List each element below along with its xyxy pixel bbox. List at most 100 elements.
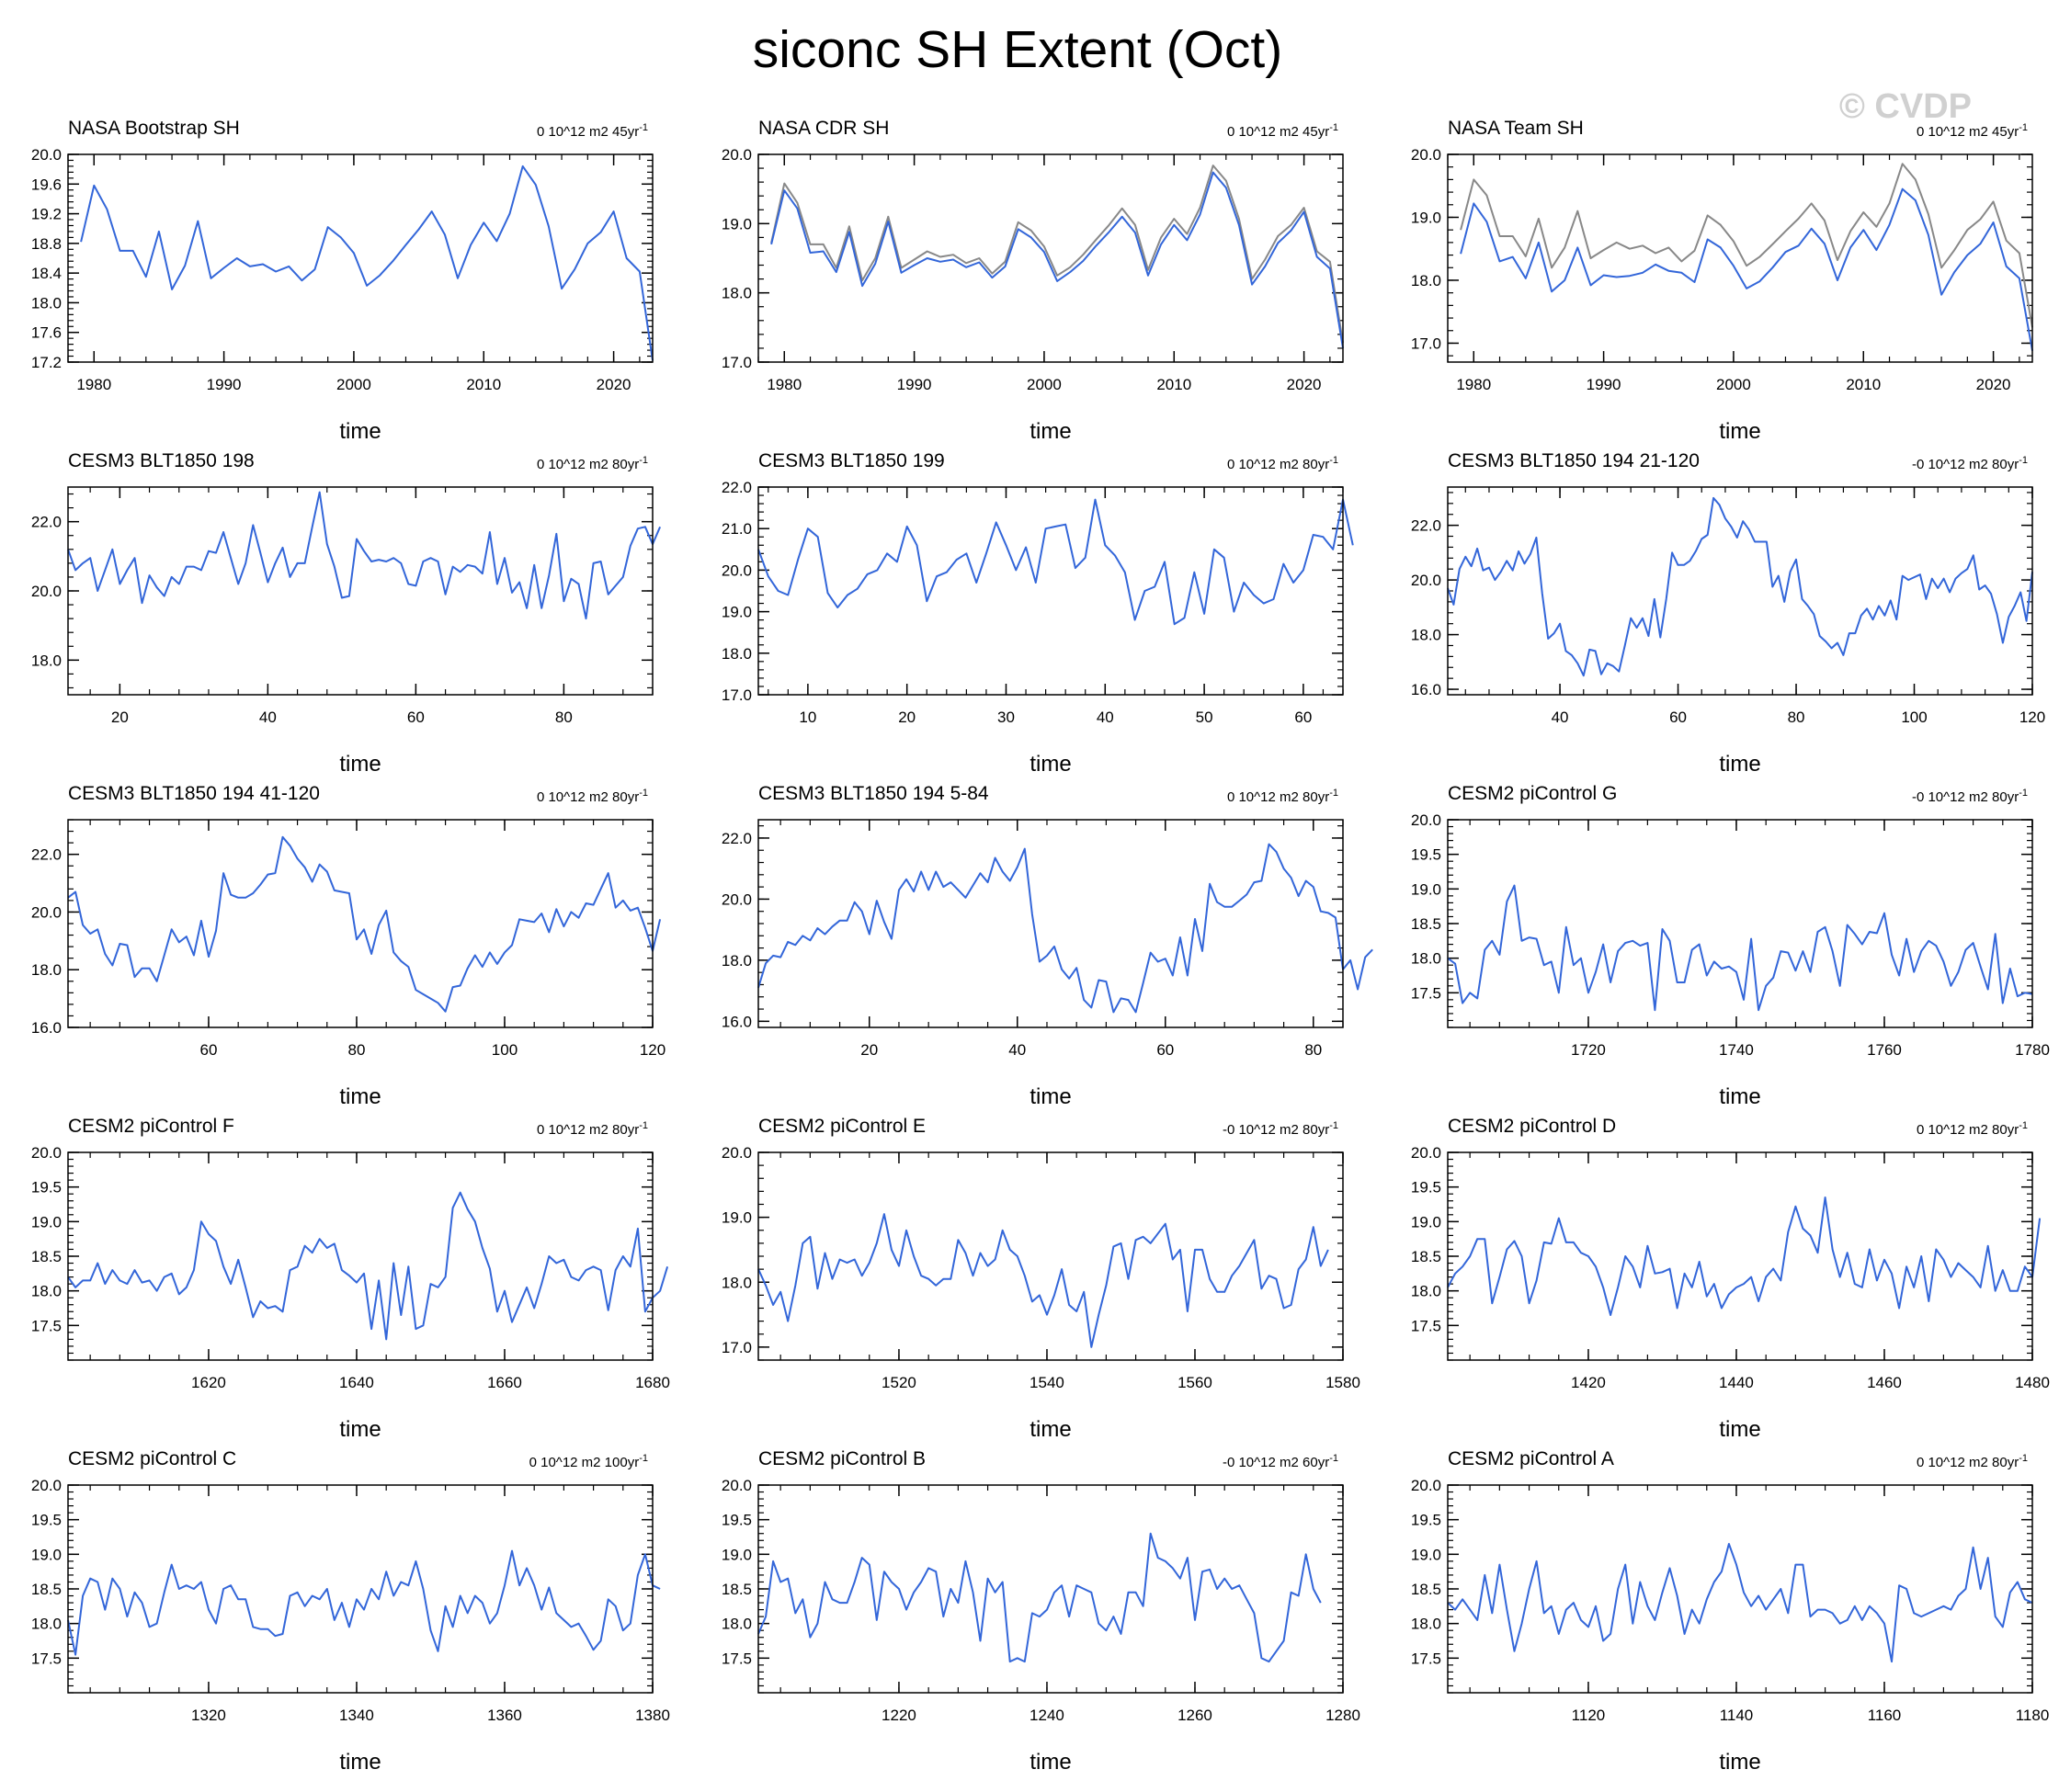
x-tick-label: 1780 bbox=[2015, 1041, 2050, 1059]
x-tick-label: 1220 bbox=[882, 1707, 916, 1724]
y-tick-label: 22.0 bbox=[722, 479, 752, 496]
plot-frame bbox=[1447, 153, 2033, 363]
y-tick-label: 18.0 bbox=[31, 961, 62, 979]
chart-panel: CESM3 BLT1850 194 21-120 -0 10^12 m2 80yr… bbox=[1411, 450, 2045, 777]
trend-label: -0 10^12 m2 60yr-1 bbox=[1223, 1453, 1338, 1470]
panel-title: NASA Bootstrap SH bbox=[68, 118, 240, 139]
y-tick-label: 22.0 bbox=[31, 846, 62, 864]
y-tick-label: 19.0 bbox=[1411, 209, 1441, 226]
x-tick-label: 1640 bbox=[339, 1374, 374, 1391]
panel-title: CESM3 BLT1850 198 bbox=[68, 450, 255, 471]
y-tick-label: 17.5 bbox=[1411, 1650, 1441, 1667]
x-tick-label: 20 bbox=[898, 709, 916, 726]
y-tick-label: 19.5 bbox=[31, 1512, 62, 1529]
series-line bbox=[1447, 1197, 2042, 1316]
panels-grid: NASA Bootstrap SH 0 10^12 m2 45yr-1 1980 19… bbox=[31, 118, 2050, 1775]
x-tick-label: 1980 bbox=[76, 376, 111, 393]
panel-title: CESM3 BLT1850 199 bbox=[758, 450, 945, 471]
y-tick-label: 20.0 bbox=[1411, 146, 1441, 164]
x-axis-label: time bbox=[1719, 1084, 1760, 1109]
panel-title: CESM3 BLT1850 194 5-84 bbox=[758, 783, 989, 804]
plot-frame bbox=[757, 486, 1344, 696]
x-tick-label: 40 bbox=[259, 709, 277, 726]
chart-panel: CESM3 BLT1850 194 5-84 0 10^12 m2 80yr-1 2… bbox=[722, 783, 1373, 1109]
x-tick-label: 1540 bbox=[1030, 1374, 1064, 1391]
panel-title: CESM2 piControl D bbox=[1448, 1116, 1616, 1137]
x-tick-label: 100 bbox=[1901, 709, 1927, 726]
x-tick-label: 1620 bbox=[191, 1374, 226, 1391]
trend-label: 0 10^12 m2 45yr-1 bbox=[1917, 122, 2028, 140]
panel-title: NASA Team SH bbox=[1448, 118, 1584, 139]
x-tick-label: 60 bbox=[407, 709, 425, 726]
y-tick-label: 19.5 bbox=[31, 1179, 62, 1197]
x-axis-label: time bbox=[339, 1417, 381, 1442]
plot-frame bbox=[757, 1151, 1344, 1361]
plot-frame bbox=[1447, 486, 2033, 696]
trend-label: 0 10^12 m2 80yr-1 bbox=[1917, 1120, 2028, 1138]
panel-title: CESM2 piControl B bbox=[758, 1448, 926, 1469]
series-line bbox=[1447, 884, 2033, 1012]
x-tick-label: 1990 bbox=[897, 376, 932, 393]
y-tick-label: 16.0 bbox=[1411, 681, 1441, 698]
x-axis-label: time bbox=[339, 1750, 381, 1775]
y-tick-label: 18.0 bbox=[31, 1283, 62, 1300]
y-tick-label: 19.0 bbox=[722, 604, 752, 621]
x-tick-label: 2000 bbox=[1027, 376, 1062, 393]
series-line bbox=[770, 171, 1344, 349]
chart-panel: CESM3 BLT1850 199 0 10^12 m2 80yr-1 10 20 30… bbox=[722, 450, 1354, 777]
x-tick-label: 80 bbox=[1788, 709, 1805, 726]
trend-label: -0 10^12 m2 80yr-1 bbox=[1912, 788, 2028, 805]
panel-title: NASA CDR SH bbox=[758, 118, 889, 139]
series-line bbox=[67, 835, 662, 1013]
x-tick-label: 1240 bbox=[1030, 1707, 1064, 1724]
y-tick-label: 17.6 bbox=[31, 324, 62, 342]
series-line bbox=[757, 1213, 1329, 1348]
x-axis-label: time bbox=[1030, 1417, 1071, 1442]
panel-title: CESM2 piControl F bbox=[68, 1116, 234, 1137]
chart-panel: NASA CDR SH 0 10^12 m2 45yr-1 1980 1990 2000… bbox=[722, 118, 1344, 444]
y-tick-label: 20.0 bbox=[1411, 572, 1441, 589]
y-tick-label: 18.5 bbox=[31, 1581, 62, 1598]
chart-panel: CESM2 piControl G -0 10^12 m2 80yr-1 1720 1… bbox=[1411, 783, 2050, 1109]
x-tick-label: 40 bbox=[1008, 1041, 1026, 1059]
panel-title: CESM2 piControl A bbox=[1448, 1448, 1614, 1469]
series-line bbox=[757, 1532, 1322, 1663]
plot-frame bbox=[1447, 1151, 2033, 1361]
y-tick-label: 18.0 bbox=[722, 1616, 752, 1633]
y-tick-label: 18.4 bbox=[31, 265, 62, 282]
plot-frame bbox=[67, 819, 654, 1028]
x-axis-label: time bbox=[1030, 752, 1071, 777]
x-tick-label: 1120 bbox=[1572, 1707, 1606, 1724]
y-tick-label: 20.0 bbox=[1411, 1477, 1441, 1494]
y-tick-label: 18.0 bbox=[31, 652, 62, 669]
y-tick-label: 22.0 bbox=[722, 830, 752, 847]
x-axis-label: time bbox=[1030, 419, 1071, 444]
x-tick-label: 1990 bbox=[207, 376, 242, 393]
series-line bbox=[67, 1549, 661, 1656]
plot-frame bbox=[757, 819, 1344, 1028]
trend-label: 0 10^12 m2 100yr-1 bbox=[529, 1453, 648, 1470]
x-tick-label: 50 bbox=[1196, 709, 1213, 726]
y-tick-label: 17.0 bbox=[722, 686, 752, 704]
y-tick-label: 17.5 bbox=[722, 1650, 752, 1667]
x-tick-label: 1990 bbox=[1587, 376, 1621, 393]
x-tick-label: 80 bbox=[1304, 1041, 1322, 1059]
x-axis-label: time bbox=[339, 752, 381, 777]
x-tick-label: 60 bbox=[1156, 1041, 1174, 1059]
reference-series-line bbox=[770, 164, 1344, 344]
y-tick-label: 20.0 bbox=[31, 583, 62, 600]
trend-label: 0 10^12 m2 80yr-1 bbox=[537, 1120, 648, 1138]
y-tick-label: 17.5 bbox=[1411, 1317, 1441, 1334]
y-tick-label: 20.0 bbox=[31, 1144, 62, 1162]
x-axis-label: time bbox=[1030, 1750, 1071, 1775]
trend-label: 0 10^12 m2 80yr-1 bbox=[1227, 788, 1338, 805]
panel-title: CESM3 BLT1850 194 41-120 bbox=[68, 783, 320, 804]
trend-label: 0 10^12 m2 80yr-1 bbox=[1917, 1453, 2028, 1470]
x-tick-label: 60 bbox=[1294, 709, 1312, 726]
y-tick-label: 18.5 bbox=[1411, 915, 1441, 933]
plot-frame bbox=[67, 1151, 654, 1361]
y-tick-label: 21.0 bbox=[722, 520, 752, 538]
chart-panel: CESM2 piControl B -0 10^12 m2 60yr-1 1220 1… bbox=[722, 1448, 1360, 1775]
y-tick-label: 18.0 bbox=[722, 1274, 752, 1291]
